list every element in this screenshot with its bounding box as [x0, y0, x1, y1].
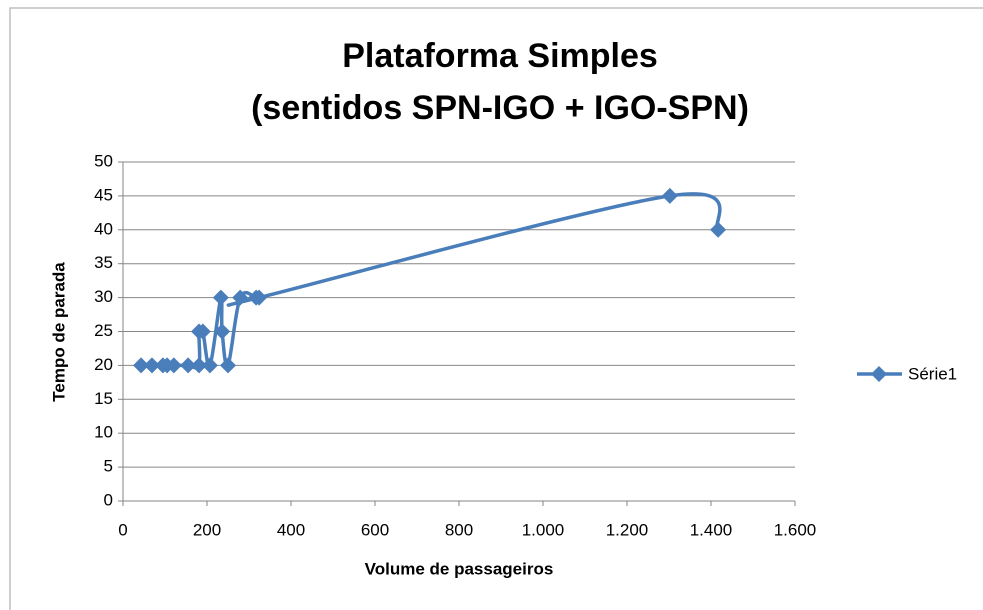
- x-tick-label: 0: [118, 520, 127, 539]
- x-tick-label: 1.600: [774, 520, 817, 539]
- x-tick-label: 200: [193, 520, 221, 539]
- data-point: [133, 357, 150, 374]
- legend-label: Série1: [908, 364, 957, 383]
- data-point: [220, 357, 236, 374]
- y-tick-label: 0: [104, 490, 113, 509]
- x-tick-label: 1.400: [690, 520, 733, 539]
- data-point: [251, 289, 268, 306]
- x-tick-label: 1.000: [522, 520, 565, 539]
- data-point: [661, 187, 678, 204]
- data-point: [165, 357, 182, 374]
- data-point: [201, 357, 218, 374]
- y-tick-label: 5: [104, 457, 113, 476]
- x-tick-label: 800: [445, 520, 473, 539]
- data-point: [212, 289, 229, 306]
- y-tick-label: 35: [94, 253, 113, 272]
- y-tick-label: 15: [94, 389, 113, 408]
- x-tick-label: 400: [277, 520, 305, 539]
- x-axis-title: Volume de passageiros: [365, 559, 554, 578]
- chart-title: (sentidos SPN-IGO + IGO-SPN): [251, 89, 749, 127]
- y-axis-title: Tempo de parada: [49, 262, 68, 402]
- data-point: [143, 357, 160, 374]
- data-point: [194, 323, 211, 340]
- y-tick-label: 20: [94, 355, 113, 374]
- y-tick-label: 10: [94, 423, 113, 442]
- data-point: [710, 221, 727, 238]
- chart-title: Plataforma Simples: [342, 37, 658, 75]
- data-point: [191, 357, 208, 374]
- y-tick-label: 30: [94, 287, 113, 306]
- legend-marker: [871, 366, 887, 382]
- data-point: [180, 357, 197, 374]
- x-tick-label: 600: [361, 520, 389, 539]
- y-tick-label: 45: [94, 185, 113, 204]
- x-tick-label: 1.200: [606, 520, 649, 539]
- chart-border: [9, 7, 983, 610]
- y-tick-label: 50: [94, 151, 113, 170]
- y-tick-label: 25: [94, 321, 113, 340]
- data-point: [214, 323, 231, 340]
- y-tick-label: 40: [94, 219, 113, 238]
- data-point: [232, 289, 249, 306]
